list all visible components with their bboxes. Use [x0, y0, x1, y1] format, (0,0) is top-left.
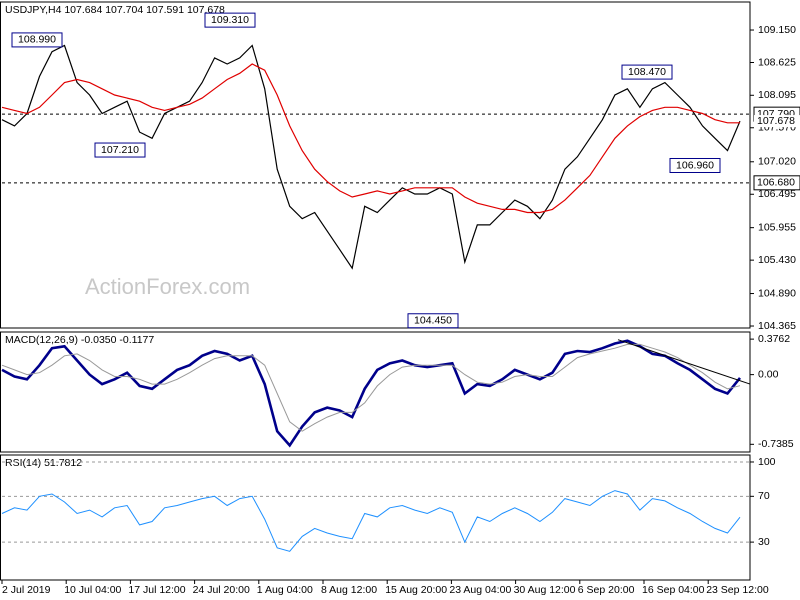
x-tick-label: 30 Aug 12:00: [514, 584, 576, 596]
y-tick-label: 70: [758, 490, 770, 502]
x-tick-label: 24 Jul 20:00: [193, 584, 250, 596]
indicator-title: RSI(14) 51.7812: [5, 457, 82, 469]
annotation-label: 109.310: [211, 14, 249, 26]
annotation-box: [407, 313, 459, 329]
series-line: [1, 490, 741, 552]
y-tick-label: 0.00: [758, 368, 779, 380]
x-tick-label: 17 Jul 12:00: [128, 584, 185, 596]
annotation-box: [621, 64, 673, 80]
series-line: [1, 63, 740, 214]
y-tick-label: 108.625: [758, 56, 796, 68]
panel-frame: [0, 331, 751, 453]
trend-line: [617, 339, 751, 385]
indicator-title: MACD(12,26,9) -0.0350 -0.1177: [5, 334, 154, 346]
x-tick-label: 1 Aug 04:00: [257, 584, 313, 596]
panel-frame: [0, 1, 751, 329]
level-box: [753, 175, 800, 191]
annotation-box: [11, 32, 63, 48]
chart-header: USDJPY,H4 107.684 107.704 107.591 107.67…: [5, 4, 225, 16]
y-tick-label: 104.365: [758, 320, 796, 332]
y-tick-label: 105.955: [758, 221, 796, 233]
x-tick-label: 15 Aug 20:00: [385, 584, 447, 596]
last-price-label: 107.678: [757, 115, 795, 127]
annotation-box: [669, 157, 721, 173]
y-tick-label: 30: [758, 536, 770, 548]
annotation-label: 106.960: [676, 159, 714, 171]
y-tick-label: 108.095: [758, 89, 796, 101]
y-tick-label: 106.495: [758, 188, 796, 200]
x-tick-label: 16 Sep 04:00: [642, 584, 705, 596]
annotation-box: [204, 12, 256, 28]
annotation-label: 108.990: [18, 34, 56, 46]
series-line: [1, 343, 741, 432]
y-tick-label: 105.430: [758, 254, 796, 266]
x-tick-label: 23 Aug 04:00: [449, 584, 511, 596]
panel-frame: [0, 454, 751, 581]
watermark: ActionForex.com: [85, 274, 250, 299]
level-label: 106.680: [757, 177, 795, 189]
y-tick-label: 0.3762: [758, 333, 790, 345]
y-tick-label: 109.150: [758, 24, 796, 36]
y-tick-label: 107.020: [758, 156, 796, 168]
annotation-label: 107.210: [101, 144, 139, 156]
y-tick-label: 100: [758, 456, 776, 468]
annotation-box: [94, 142, 146, 158]
x-tick-label: 2 Jul 2019: [2, 584, 51, 596]
x-tick-label: 8 Aug 12:00: [321, 584, 377, 596]
series-line: [1, 339, 742, 448]
y-tick-label: 104.890: [758, 287, 796, 299]
last-price-box: [754, 115, 800, 128]
x-tick-label: 6 Sep 20:00: [578, 584, 635, 596]
annotation-label: 104.450: [414, 315, 452, 327]
series-line: [1, 44, 741, 270]
x-tick-label: 10 Jul 04:00: [64, 584, 121, 596]
y-tick-label: -0.7385: [758, 438, 794, 450]
annotation-label: 108.470: [628, 66, 666, 78]
x-tick-label: 23 Sep 12:00: [706, 584, 769, 596]
